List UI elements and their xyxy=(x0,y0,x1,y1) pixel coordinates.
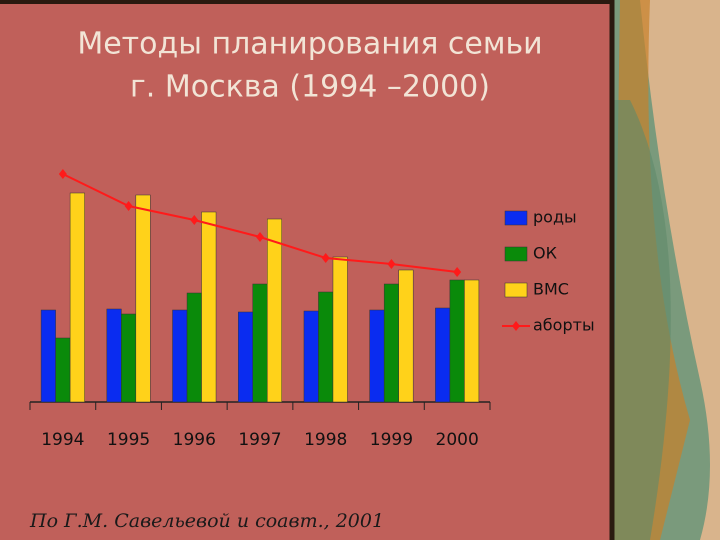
bar xyxy=(186,292,202,403)
legend-label: аборты xyxy=(533,316,595,335)
bar xyxy=(121,313,137,403)
bar xyxy=(303,310,319,403)
x-tick-label: 1994 xyxy=(41,430,84,450)
chart-subtitle: г. Москва (1994 –2000) xyxy=(130,70,490,105)
line-marker xyxy=(124,201,133,211)
legend-label: ВМС xyxy=(533,280,569,299)
bar xyxy=(435,307,451,403)
bar xyxy=(40,309,56,403)
bar xyxy=(449,279,465,403)
bar xyxy=(369,309,385,403)
legend-swatch xyxy=(504,210,528,226)
source-note: По Г.М. Савельевой и соавт., 2001 xyxy=(29,510,384,532)
line-marker xyxy=(58,169,67,179)
line-marker xyxy=(387,259,396,269)
bar xyxy=(252,283,268,403)
x-tick-label: 1997 xyxy=(238,430,281,450)
line-marker xyxy=(256,232,264,242)
x-tick-label: 1999 xyxy=(370,430,413,450)
bar xyxy=(332,256,348,403)
bar xyxy=(318,291,334,403)
bar xyxy=(55,337,71,403)
legend-label: роды xyxy=(533,208,577,227)
bar xyxy=(172,309,188,403)
x-tick-label: 1995 xyxy=(107,430,150,450)
bar xyxy=(398,269,414,403)
legend-swatch xyxy=(504,282,528,298)
bar xyxy=(238,311,253,403)
bar xyxy=(69,192,85,403)
line-marker xyxy=(321,253,330,263)
bar xyxy=(383,283,399,403)
bar xyxy=(106,308,122,403)
bar xyxy=(464,279,480,403)
legend-label: ОК xyxy=(533,244,558,263)
line-marker xyxy=(190,215,199,225)
bar xyxy=(201,211,217,403)
chart-title: Методы планирования семьи xyxy=(77,27,542,62)
x-tick-label: 1996 xyxy=(173,430,216,450)
legend-swatch xyxy=(512,321,520,331)
line-marker xyxy=(453,267,462,277)
legend-swatch xyxy=(504,246,528,262)
bar xyxy=(135,194,151,403)
bar xyxy=(267,218,282,403)
x-tick-label: 2000 xyxy=(436,430,479,450)
x-tick-label: 1998 xyxy=(304,430,347,450)
